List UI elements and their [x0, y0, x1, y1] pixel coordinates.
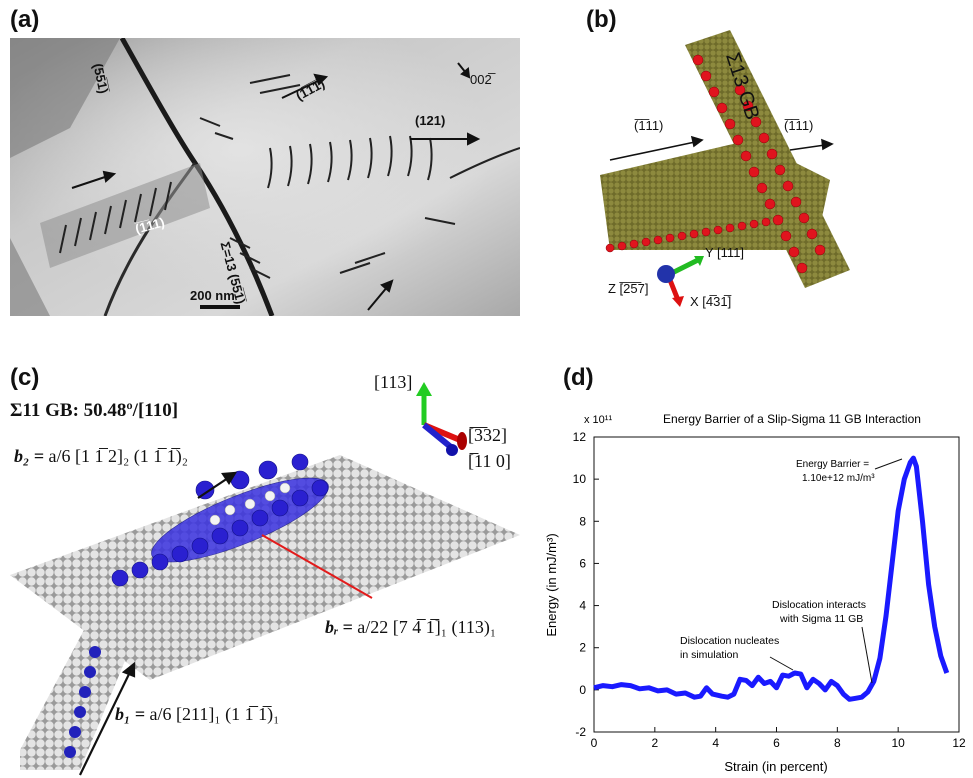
y-axis-label: Energy (in mJ/m³): [544, 533, 559, 636]
burgers-b2: b₂ = a/6 [1 1̅ 2]₂ (1 1̅ 1̅)₂: [14, 446, 188, 467]
axis-110-label: [̅11 0]: [468, 451, 511, 471]
y-tick-label: 0: [579, 683, 586, 697]
axis-x-label: X [4̅31̅]: [690, 294, 732, 309]
panel-label-b: (b): [586, 6, 617, 33]
slip-plane-left-label: (̅1̅11): [634, 118, 664, 133]
y-tick-label: 6: [579, 556, 586, 570]
scale-bar-label: 200 nm: [190, 288, 235, 303]
x-tick-label: 12: [952, 736, 966, 750]
x-tick-label: 8: [834, 736, 841, 750]
tem-micrograph: [10, 38, 520, 316]
sigma11-atomistic-render: [10, 382, 520, 776]
burgers-b1-rhs: a/6 [211]₁ (1 1̅ 1̅)₁: [149, 704, 280, 724]
panel-label-d: (d): [563, 364, 594, 391]
panel-label-c: (c): [10, 364, 40, 391]
annot-barrier-arrow: [874, 458, 903, 470]
annot-nucleates-arrow: [769, 656, 794, 671]
annot-interacts-2: with Sigma 11 GB: [779, 613, 863, 625]
annot-interacts-1: Dislocation interacts: [772, 599, 866, 611]
axis-332-label: [̅3̅32]: [468, 425, 507, 445]
burgers-b1-lhs: b₁ =: [115, 704, 146, 724]
annot-barrier-2: 1.10e+12 mJ/m³: [802, 473, 875, 484]
burgers-b1: b₁ = a/6 [211]₁ (1 1̅ 1̅)₁: [115, 704, 279, 725]
annot-nucleates-2: in simulation: [680, 649, 739, 661]
axis-113-label: [113]: [374, 372, 413, 392]
x-axis-label: Strain (in percent): [724, 759, 827, 774]
chart-title: Energy Barrier of a Slip-Sigma 11 GB Int…: [663, 412, 921, 426]
x-tick-label: 4: [712, 736, 719, 750]
y-tick-label: 12: [573, 430, 587, 444]
annot-barrier-1: Energy Barrier =: [796, 459, 869, 470]
x-tick-label: 10: [891, 736, 905, 750]
annot-nucleates-1: Dislocation nucleates: [680, 635, 779, 647]
plane-121-label: (121): [415, 113, 446, 128]
axis-y-label: Y [111]: [705, 245, 745, 260]
axis-z-label: Z [̅2̅5̅7]: [608, 281, 649, 296]
energy-barrier-chart: Energy Barrier of a Slip-Sigma 11 GB Int…: [544, 412, 966, 774]
burgers-b2-lhs: b₂ =: [14, 446, 45, 466]
y-tick-label: -2: [575, 725, 586, 739]
y-multiplier: x 10¹¹: [584, 414, 612, 426]
y-tick-label: 8: [579, 514, 586, 528]
y-tick-label: 2: [579, 641, 586, 655]
burgers-br: bᵣ = a/22 [7 4̅ 1̅]₁ (113)₁: [325, 617, 496, 638]
energy-series-line: [593, 455, 950, 702]
burgers-br-rhs: a/22 [7 4̅ 1̅]₁ (113)₁: [357, 617, 497, 637]
x-tick-label: 6: [773, 736, 780, 750]
dir-002-label: 002̅: [470, 72, 492, 87]
x-tick-label: 2: [651, 736, 658, 750]
sigma11-title: Σ11 GB: 50.48º/[110]: [10, 400, 179, 421]
y-tick-label: 4: [579, 599, 586, 613]
annot-interacts-arrow: [861, 626, 873, 684]
burgers-b2-rhs: a/6 [1 1̅ 2]₂ (1 1̅ 1̅)₂: [48, 446, 189, 466]
slip-plane-right-label: (̅1̅11): [784, 118, 814, 133]
burgers-br-lhs: bᵣ =: [325, 617, 353, 637]
axis-ticks: 0 2 4 6 8 10 12 -2 0 2 4 6 8 10 12: [573, 430, 966, 750]
sigma13-atomistic-render: [600, 30, 850, 307]
panel-label-a: (a): [10, 6, 40, 33]
x-tick-label: 0: [591, 736, 598, 750]
y-tick-label: 10: [573, 472, 587, 486]
